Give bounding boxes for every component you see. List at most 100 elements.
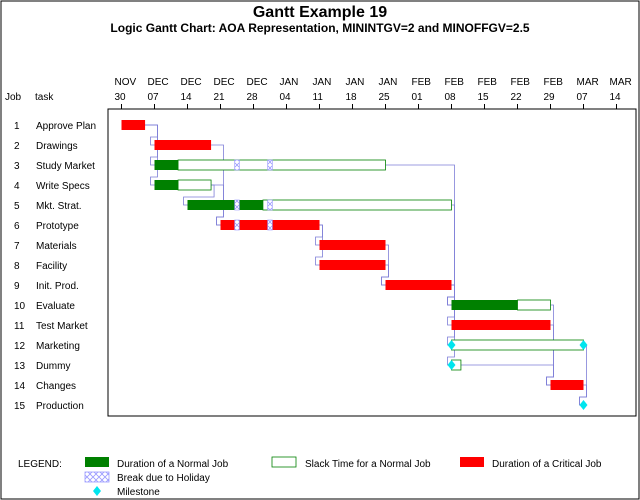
task-name: Changes (36, 381, 76, 392)
task-name: Dummy (36, 361, 70, 372)
x-tick-day: 08 (445, 92, 457, 103)
job-number: 14 (14, 381, 26, 392)
task-name: Test Market (36, 321, 88, 332)
holiday-break (267, 219, 273, 231)
task-labels: 1 Approve Plan 2 Drawings 3 Study Market 4 Writ… (14, 121, 96, 412)
x-tick-day: 07 (577, 92, 589, 103)
legend-milestone-diamond (93, 486, 101, 496)
task-name: Drawings (36, 141, 78, 152)
x-tick-month: FEB (445, 77, 465, 88)
x-tick-day: 28 (247, 92, 259, 103)
job-number: 15 (14, 401, 26, 412)
x-tick-month: NOV (115, 77, 137, 88)
legend-heading: LEGEND: (18, 459, 62, 470)
critical-duration-bar (319, 240, 386, 250)
job-number: 4 (14, 181, 20, 192)
x-tick-day: 29 (544, 92, 556, 103)
x-tick-month: DEC (214, 77, 235, 88)
legend: LEGEND: Duration of a Normal Job Slack T… (18, 456, 602, 498)
job-number: 12 (14, 341, 26, 352)
slack-bar (262, 199, 452, 211)
precedence-link (315, 224, 323, 266)
chart-title: Gantt Example 19 (253, 4, 387, 21)
x-tick-month: DEC (148, 77, 169, 88)
job-number: 9 (14, 281, 20, 292)
critical-duration-bar (319, 260, 386, 270)
x-tick-month: FEB (412, 77, 432, 88)
x-tick-month: JAN (280, 77, 299, 88)
holiday-break (234, 159, 240, 171)
job-number: 10 (14, 301, 26, 312)
critical-duration-bar (550, 380, 584, 390)
job-number: 8 (14, 261, 20, 272)
x-tick-month: FEB (544, 77, 564, 88)
task-name: Prototype (36, 221, 79, 232)
job-number: 13 (14, 361, 26, 372)
x-tick-month: MAR (610, 77, 632, 88)
legend-milestone-label: Milestone (117, 487, 160, 498)
legend-normal-label: Duration of a Normal Job (117, 459, 229, 470)
x-tick-day: 22 (511, 92, 523, 103)
task-name: Write Specs (36, 181, 90, 192)
x-tick-day: 18 (346, 92, 358, 103)
x-tick-day: 14 (610, 92, 622, 103)
critical-duration-bar (385, 280, 452, 290)
task-name: Production (36, 401, 84, 412)
job-number: 2 (14, 141, 20, 152)
slack-bar (451, 339, 584, 351)
critical-duration-bar (121, 120, 146, 130)
task-column-header: task (35, 92, 54, 103)
normal-duration-bar (451, 300, 518, 310)
holiday-break (267, 159, 273, 171)
legend-slack-swatch (271, 456, 297, 468)
x-tick-month: FEB (478, 77, 498, 88)
milestone-diamond (579, 400, 588, 410)
normal-duration-bar (154, 180, 179, 190)
legend-holiday-label: Break due to Holiday (117, 473, 210, 484)
x-tick-day: 30 (115, 92, 127, 103)
task-bars (121, 120, 588, 410)
precedence-links (145, 124, 587, 406)
x-tick-day: 04 (280, 92, 292, 103)
milestone-diamond (579, 340, 588, 350)
job-number: 6 (14, 221, 20, 232)
holiday-break (234, 219, 240, 231)
task-name: Evaluate (36, 301, 75, 312)
legend-holiday-swatch (84, 471, 110, 483)
x-tick-day: 15 (478, 92, 490, 103)
x-tick-month: JAN (313, 77, 332, 88)
task-name: Facility (36, 261, 67, 272)
task-name: Approve Plan (36, 121, 96, 132)
precedence-link (381, 264, 389, 286)
critical-duration-bar (154, 140, 212, 150)
job-number: 1 (14, 121, 20, 132)
slack-bar (177, 179, 212, 191)
x-tick-month: JAN (346, 77, 365, 88)
milestone-diamond (447, 360, 456, 370)
milestone-diamond (447, 340, 456, 350)
task-name: Study Market (36, 161, 95, 172)
time-axis: NOV 30 DEC 07 DEC 14 DEC 21 DEC 28 JAN 04 JAN 11 JAN 18… (115, 77, 632, 109)
job-column-header: Job (5, 92, 22, 103)
normal-duration-bar (187, 200, 263, 210)
holiday-break (234, 199, 240, 211)
x-tick-month: DEC (181, 77, 202, 88)
holiday-break (267, 199, 273, 211)
x-tick-day: 25 (379, 92, 391, 103)
job-number: 3 (14, 161, 20, 172)
x-tick-day: 07 (148, 92, 160, 103)
task-name: Marketing (36, 341, 80, 352)
task-name: Materials (36, 241, 77, 252)
normal-duration-bar (154, 160, 179, 170)
x-tick-month: MAR (577, 77, 599, 88)
x-tick-day: 01 (412, 92, 424, 103)
x-tick-day: 21 (214, 92, 226, 103)
legend-critical-swatch (460, 457, 484, 467)
x-tick-month: FEB (511, 77, 531, 88)
x-tick-day: 11 (313, 92, 324, 103)
legend-normal-swatch (85, 457, 109, 467)
job-number: 5 (14, 201, 20, 212)
critical-duration-bar (451, 320, 551, 330)
precedence-link (460, 364, 554, 386)
